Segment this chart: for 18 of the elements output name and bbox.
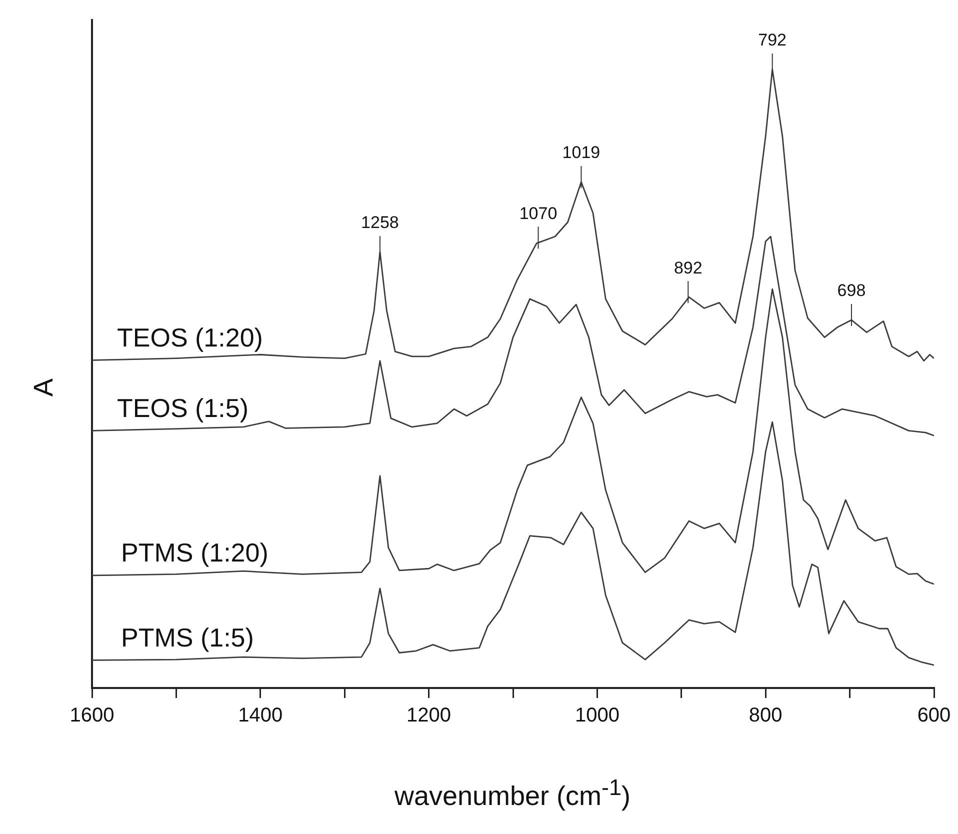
x-tick-label: 1200 [406, 704, 452, 727]
x-tick-label: 1600 [70, 704, 114, 727]
x-tick-label: 1000 [574, 704, 620, 727]
series-label: PTMS (1:20) [121, 538, 268, 568]
series-label: PTMS (1:5) [121, 622, 254, 652]
x-tick-label: 600 [917, 704, 951, 727]
series-label: TEOS (1:20) [117, 322, 263, 352]
y-axis-title: A [28, 378, 60, 399]
x-tick-label: 1400 [238, 704, 283, 727]
annotation: 698 [837, 281, 866, 300]
annotation: 892 [674, 258, 702, 278]
x-tick-label: 800 [748, 704, 782, 727]
annotation: 1258 [361, 213, 399, 232]
annotation: 1070 [519, 204, 558, 223]
series-label: TEOS (1:5) [117, 392, 248, 423]
annotation: 792 [758, 30, 787, 50]
x-axis-title: wavenumber (cm$^{-1}$) [393, 775, 632, 812]
annotation: 1019 [562, 143, 600, 162]
